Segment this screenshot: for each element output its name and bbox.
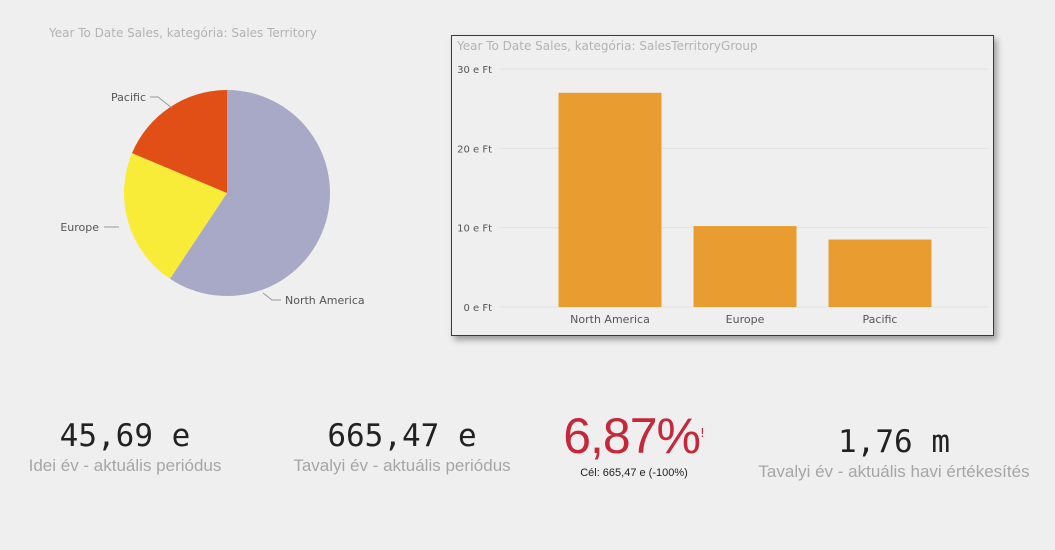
- y-tick-label: 10 e Ft: [457, 224, 492, 235]
- x-tick-label: Europe: [726, 313, 765, 326]
- kpi-last-year-period[interactable]: 665,47 e Tavalyi év - aktuális periódus: [284, 418, 520, 476]
- pie-label: Europe: [60, 221, 99, 234]
- pie-chart-visual[interactable]: Year To Date Sales, kategória: Sales Ter…: [0, 0, 420, 330]
- pie-slice-pacific[interactable]: [132, 90, 227, 193]
- x-tick-label: Pacific: [863, 313, 898, 326]
- bar-europe[interactable]: [693, 226, 797, 307]
- pie-label: North America: [285, 294, 365, 307]
- kpi-label: Tavalyi év - aktuális havi értékesítés: [758, 462, 1030, 481]
- kpi-goal: Cél: 665,47 e (-100%): [580, 467, 688, 479]
- kpi-value: 1,76 m: [838, 424, 950, 460]
- kpi-current-period[interactable]: 45,69 e Idei év - aktuális periódus: [20, 418, 230, 476]
- pie-leader-line: [150, 96, 173, 109]
- bar-north-america[interactable]: [558, 92, 662, 307]
- y-tick-label: 20 e Ft: [457, 144, 492, 155]
- y-tick-label: 0 e Ft: [463, 303, 492, 314]
- kpi-label: Idei év - aktuális periódus: [28, 456, 222, 475]
- pie-label: Pacific: [111, 91, 146, 104]
- x-tick-label: North America: [570, 313, 650, 326]
- bar-chart-visual[interactable]: Year To Date Sales, kategória: SalesTerr…: [451, 35, 994, 336]
- kpi-value: 665,47 e: [327, 418, 477, 454]
- pie-slice-north-america[interactable]: [169, 90, 330, 296]
- bar-chart-title: Year To Date Sales, kategória: SalesTerr…: [457, 39, 758, 53]
- pie-chart[interactable]: North America Europe Pacific: [0, 0, 420, 330]
- kpi-alert-icon: !: [699, 426, 705, 440]
- kpi-last-year-monthly[interactable]: 1,76 m Tavalyi év - aktuális havi értéke…: [750, 424, 1038, 482]
- pie-leader-line: [262, 292, 281, 301]
- pie-slice-europe[interactable]: [123, 153, 227, 279]
- pie-chart-title: Year To Date Sales, kategória: Sales Ter…: [49, 26, 317, 40]
- kpi-growth[interactable]: 6,87%! Cél: 665,47 e (-100%): [548, 408, 720, 479]
- y-tick-label: 30 e Ft: [457, 65, 492, 76]
- kpi-growth-value: 6,87%: [563, 408, 701, 464]
- bar-pacific[interactable]: [828, 239, 932, 307]
- kpi-value: 45,69 e: [59, 418, 191, 454]
- bar-chart[interactable]: 0 e Ft 10 e Ft 20 e Ft 30 e Ft North America…: [452, 36, 993, 335]
- kpi-label: Tavalyi év - aktuális periódus: [293, 456, 511, 475]
